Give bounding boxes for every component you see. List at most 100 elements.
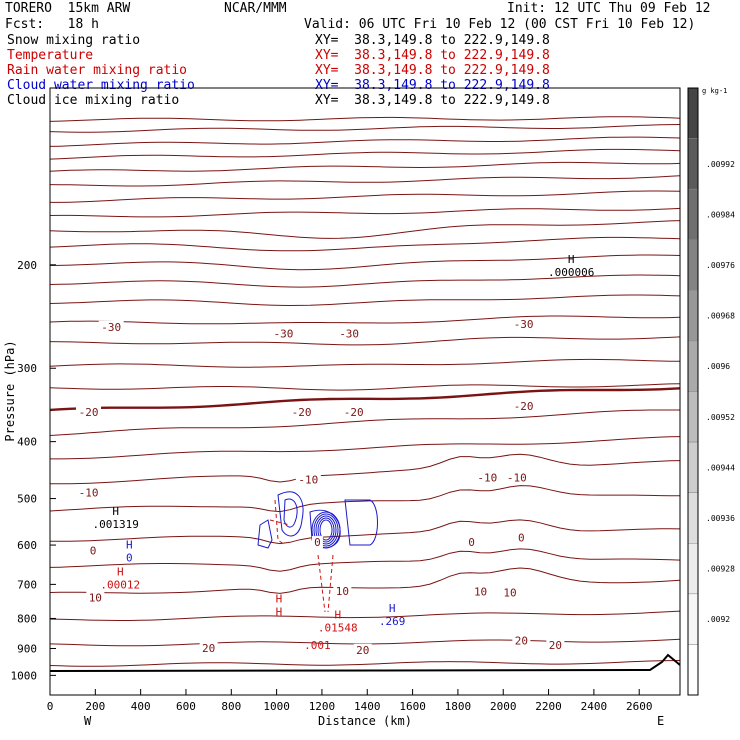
isotherm-line bbox=[49, 548, 681, 572]
isotherm-line bbox=[49, 116, 681, 122]
extremum-mark: H bbox=[117, 565, 124, 578]
colorbar-level: .00992 bbox=[706, 160, 735, 169]
isotherm-line bbox=[49, 254, 681, 271]
x-tick-label: 1400 bbox=[354, 700, 381, 713]
colorbar-level: .00928 bbox=[706, 565, 735, 574]
colorbar-swatch bbox=[687, 543, 699, 595]
contour-label: 10 bbox=[89, 592, 102, 605]
colorbar-swatch bbox=[687, 87, 699, 139]
isotherm-line bbox=[49, 274, 681, 288]
colorbar-swatch bbox=[687, 644, 699, 696]
colorbar-level: .00952 bbox=[706, 413, 735, 422]
isotherm-line bbox=[49, 294, 681, 307]
legend-label: Cloud ice mixing ratio bbox=[7, 93, 180, 108]
contour-label-bg bbox=[270, 327, 296, 340]
colorbar-swatch bbox=[687, 441, 699, 493]
contour-label: 0 bbox=[518, 532, 525, 545]
cloud-water-ring bbox=[315, 515, 337, 545]
colorbar-level: .00968 bbox=[706, 312, 735, 321]
legend-label: Snow mixing ratio bbox=[7, 33, 141, 48]
legend-xy: XY= 38.3,149.8 to 222.9,149.8 bbox=[315, 78, 550, 93]
contour-label-bg bbox=[546, 639, 565, 652]
extremum-mark: H bbox=[389, 602, 396, 615]
isotherm-line bbox=[49, 175, 681, 187]
colorbar-level: .00936 bbox=[706, 514, 735, 523]
x-tick-label: 1000 bbox=[263, 700, 290, 713]
x-tick-label: 400 bbox=[131, 700, 151, 713]
contour-label-bg bbox=[474, 471, 500, 484]
surface-line bbox=[49, 653, 681, 672]
contour-label: -20 bbox=[514, 400, 534, 413]
contour-label: -30 bbox=[101, 321, 121, 334]
contour-label: -20 bbox=[79, 406, 99, 419]
y-tick-label: 600 bbox=[17, 539, 37, 552]
extremum-mark: H bbox=[568, 253, 575, 266]
extremum-value: .000006 bbox=[548, 266, 594, 279]
isotherm-line bbox=[49, 124, 681, 133]
extremum-value: H bbox=[276, 605, 283, 618]
isotherm-line bbox=[50, 190, 681, 203]
x-tick-label: 2000 bbox=[490, 700, 517, 713]
contour-label-bg bbox=[289, 405, 315, 418]
contour-label: 10 bbox=[474, 586, 487, 599]
cloud-water-contour bbox=[257, 519, 273, 549]
contour-label-bg bbox=[295, 473, 321, 486]
isotherm-line bbox=[49, 485, 681, 513]
colorbar-swatch bbox=[687, 290, 699, 342]
x-tick-label: 200 bbox=[85, 700, 105, 713]
contour-label-bg bbox=[311, 536, 323, 549]
cloud-water-ring bbox=[319, 519, 333, 541]
contour-label-bg bbox=[98, 320, 124, 333]
center-label: NCAR/MMM bbox=[224, 1, 287, 16]
contour-label-bg bbox=[512, 634, 531, 647]
legend-xy: XY= 38.3,149.8 to 222.9,149.8 bbox=[315, 63, 550, 78]
axis-ticks: 0 200 400 600 800 1000 1200 1400 1600 1800 2000 220… bbox=[11, 259, 653, 713]
contour-label: -10 bbox=[507, 471, 527, 484]
colorbar-swatch bbox=[687, 492, 699, 544]
contour-label-bg bbox=[336, 327, 362, 340]
isotherm-line bbox=[49, 236, 681, 252]
contour-label: -20 bbox=[344, 406, 364, 419]
contour-label: -20 bbox=[292, 406, 312, 419]
rain-water-contour bbox=[274, 499, 286, 546]
contour-label-bg bbox=[341, 405, 367, 418]
contour-label: 10 bbox=[336, 585, 349, 598]
y-axis-title: Pressure (hPa) bbox=[3, 340, 17, 441]
contour-label-bg bbox=[333, 584, 352, 597]
colorbar-swatch bbox=[687, 188, 699, 241]
y-tick-label: 800 bbox=[17, 612, 37, 625]
contour-label: -30 bbox=[514, 318, 534, 331]
plot-frame bbox=[49, 87, 681, 696]
contour-label: -10 bbox=[79, 486, 99, 499]
isotherm-line bbox=[49, 383, 681, 391]
extremum-mark: H bbox=[112, 505, 119, 518]
isotherm-line bbox=[49, 207, 681, 218]
isotherm-line bbox=[49, 315, 681, 325]
isotherm-line bbox=[49, 336, 681, 346]
isotherm-line bbox=[49, 148, 681, 160]
isotherm-line bbox=[49, 409, 680, 436]
colorbar-level: .00976 bbox=[706, 261, 735, 270]
x-tick-label: 1800 bbox=[445, 700, 472, 713]
model-title: TORERO 15km ARW bbox=[5, 1, 131, 16]
y-tick-label: 700 bbox=[17, 578, 37, 591]
contour-label: 10 bbox=[503, 586, 516, 599]
contour-label: 0 bbox=[90, 545, 97, 558]
contour-label-bg bbox=[76, 486, 102, 499]
contour-label-bg bbox=[511, 317, 537, 330]
x-tick-label: 0 bbox=[47, 700, 54, 713]
extremum-value: .269 bbox=[379, 615, 406, 628]
contour-label-bg bbox=[87, 544, 99, 557]
colorbar-swatch bbox=[687, 138, 699, 190]
colorbar-level: .0096 bbox=[706, 362, 730, 371]
extremum-mark: H bbox=[276, 592, 283, 605]
colorbar-unit: g kg-1 bbox=[702, 87, 727, 95]
contour-label: 20 bbox=[356, 644, 369, 657]
cloud-water-contour bbox=[344, 499, 378, 546]
x-tick-label: 800 bbox=[221, 700, 241, 713]
isotherm-line bbox=[49, 358, 681, 368]
y-tick-label: 500 bbox=[17, 493, 37, 506]
contour-label-bg bbox=[501, 586, 520, 599]
